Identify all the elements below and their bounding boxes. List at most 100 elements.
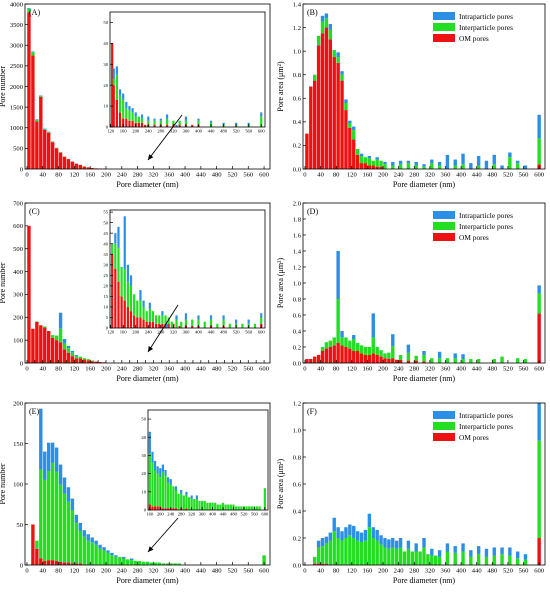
panel-b-xtick-label-6: 240 [394, 172, 405, 179]
panel-e-xtick-label-15: 600 [259, 568, 270, 575]
panel-e-bar-interparticle-26 [137, 560, 142, 565]
panel-a-inset-bg [110, 12, 265, 127]
panel-d-bar-intraparticle-0 [336, 251, 340, 299]
panel-d-bar-interparticle-26 [453, 358, 457, 363]
panel-e-bar-interparticle-36 [177, 563, 181, 565]
panel-c-bar-interparticle-2 [50, 335, 55, 338]
panel-e-inset-bar-interparticle-18 [195, 499, 198, 510]
panel-e-bar-om-11 [74, 563, 79, 565]
panel-a-label: (A) [29, 8, 40, 17]
panel-f-bar-interparticle-14 [367, 527, 372, 565]
panel-f-xtick-label-11: 440 [472, 568, 483, 575]
panel-b-bar-intraparticle-3 [336, 52, 340, 58]
panel-c-inset-ytick-label-10: 50 [103, 220, 108, 225]
panel-f-bar-interparticle-39 [492, 555, 496, 565]
panel-a-bar-interparticle-3 [39, 95, 43, 97]
panel-b-bar-interparticle-31 [515, 163, 520, 169]
panel-e-inset-bar-interparticle-14 [185, 495, 188, 509]
panel-e-xtick-label-0: 0 [25, 568, 29, 575]
panel-e-inset-bar-interparticle-3 [156, 473, 159, 507]
panel-a-inset-bar-om-4 [122, 118, 125, 127]
panel-b-bar-interparticle-32 [537, 138, 541, 165]
panel-e-xtick-label-1: 40 [39, 568, 46, 575]
panel-a-inset-bar-om-13 [153, 124, 156, 127]
panel-a-inset-bar-om-9 [137, 122, 140, 127]
panel-b-bar-interparticle-7 [340, 74, 344, 81]
panel-c-inset-bar-interparticle-6 [129, 285, 133, 312]
panel-c-inset-bar-om-7 [133, 315, 136, 328]
panel-d-bar-intraparticle-8 [453, 353, 457, 359]
panel-e-bar-om-9 [66, 562, 71, 565]
panel-a-bar-interparticle-5 [47, 132, 51, 133]
panel-c-bar-interparticle-12 [90, 360, 94, 362]
panel-a-bar-om-8 [58, 152, 63, 169]
panel-d-bar-om-8 [336, 343, 340, 363]
panel-b-bar-interparticle-29 [492, 164, 496, 169]
panel-c-inset-bar-intraparticle-1 [117, 226, 120, 248]
panel-c-inset-bar-interparticle-15 [158, 315, 161, 324]
panel-e-bar-om-12 [78, 563, 83, 565]
panel-e-inset-xtick-label-7: 440 [220, 512, 228, 517]
panel-b-bar-intraparticle-13 [398, 160, 403, 165]
panel-d-bar-interparticle-34 [537, 293, 541, 314]
panel-b-bar-intraparticle-25 [492, 154, 496, 165]
panel-c-inset-bar-om-10 [142, 319, 145, 328]
panel-d-bar-intraparticle-2 [352, 335, 356, 339]
panel-d-ytick-label-8: 1.6 [293, 232, 302, 239]
panel-e-inset-bar-interparticle-23 [208, 502, 212, 510]
panel-f-bar-interparticle-41 [508, 555, 512, 565]
panel-c-xtick-label-26: 520 [228, 366, 239, 373]
panel-b-bar-om-4 [320, 33, 325, 169]
panel-e-bar-interparticle-37 [262, 555, 266, 565]
panel-e-bar-interparticle-18 [106, 552, 110, 565]
panel-e-bar-intraparticle-4 [54, 447, 59, 472]
panel-f-bar-interparticle-10 [352, 538, 356, 565]
panel-e-inset-bar-interparticle-10 [174, 490, 178, 509]
panel-f-ytick-label-4: 0.8 [293, 454, 302, 461]
panel-a-bar-om-14 [82, 166, 86, 169]
panel-f-bar-interparticle-44 [537, 440, 541, 538]
panel-b-bar-interparticle-27 [461, 164, 465, 169]
panel-b-bar-interparticle-16 [375, 159, 379, 167]
panel-e-inset-bar-interparticle-30 [227, 504, 230, 510]
panel-f-bar-interparticle-16 [375, 540, 379, 565]
panel-f-ytick-label-1: 0.2 [293, 535, 301, 542]
panel-e-bar-interparticle-8 [66, 501, 71, 563]
panel-c-inset-bar-interparticle-28 [222, 319, 225, 326]
panel-c-inset-bar-interparticle-34 [260, 317, 263, 324]
panel-e-inset-xtick-label-11: 600 [261, 512, 269, 517]
panel-c-inset-bar-interparticle-25 [203, 321, 206, 328]
panel-c-inset-bar-om-2 [117, 281, 120, 328]
panel-a-inset-bar-interparticle-15 [178, 120, 181, 125]
panel-f-label: (F) [307, 407, 317, 416]
panel-f-bar-intraparticle-25 [430, 548, 434, 556]
panel-e-ytick-label-4: 200 [13, 400, 24, 407]
panel-d-xtick-label-14: 560 [519, 366, 530, 373]
panel-d-bar-interparticle-21 [414, 355, 418, 361]
panel-a-inset-bar-interparticle-10 [147, 120, 150, 125]
panel-a-bar-om-6 [50, 142, 55, 169]
panel-e-inset-bar-interparticle-6 [164, 475, 167, 509]
panel-c-bar-om-5 [47, 331, 51, 363]
panel-c-inset-bar-intraparticle-0 [114, 233, 117, 244]
panel-c-inset-bar-intraparticle-5 [139, 290, 142, 301]
panel-e-inset-bar-om-7 [167, 508, 170, 510]
panel-b-xtick-label-0: 0 [303, 172, 307, 179]
panel-d-bar-om-0 [305, 359, 309, 363]
panel-f-bar-interparticle-19 [387, 548, 391, 565]
panel-c-inset-frame [109, 209, 266, 329]
panel-e-inset-bar-om-6 [164, 508, 167, 510]
panel-b-bar-intraparticle-6 [348, 120, 352, 124]
panel-f-bar-om-1 [316, 563, 321, 565]
panel-e-bar-intraparticle-1 [43, 451, 47, 480]
panel-c-inset-ytick-label-6: 30 [103, 262, 108, 267]
panel-f-bar-interparticle-2 [320, 546, 325, 564]
panel-f-bar-intraparticle-22 [406, 540, 411, 549]
panel-b-xtick-label-8: 320 [425, 172, 436, 179]
panel-c-xlabel: Pore diameter (nm) [116, 374, 179, 383]
panel-c-ytick-label-1: 100 [13, 337, 24, 344]
panel-c-inset-xtick-label-1: 160 [120, 330, 128, 335]
panel-a-inset-bar-interparticle-3 [122, 99, 125, 119]
panel-f-bar-intraparticle-30 [469, 550, 473, 557]
panel-f-xlabel: Pore diameter (nm) [393, 576, 456, 585]
